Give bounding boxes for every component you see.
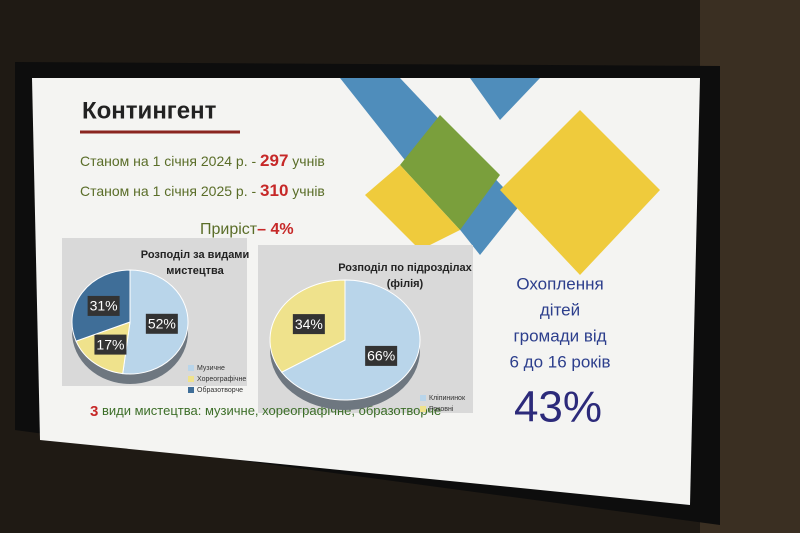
slide-title: Контингент	[82, 97, 217, 124]
coverage-line: громади від	[513, 326, 606, 345]
line-unit: учнів	[292, 153, 325, 169]
value-label: 52%	[148, 315, 176, 331]
legend-swatch	[188, 365, 194, 371]
decor-green	[400, 115, 500, 230]
legend-label: Кліпининок	[429, 394, 466, 402]
line-text: Станом на 1 січня 2025 р. - 310 учнів	[80, 181, 325, 200]
footer-text: види мистецтва: музичне, хореографічне, …	[102, 403, 441, 418]
coverage: Охоплення дітей громади від 6 до 16 років	[509, 274, 610, 371]
line-number: 297	[260, 151, 288, 170]
legend-swatch	[420, 406, 426, 412]
legend-label: Образотворче	[197, 386, 243, 394]
label-box	[292, 314, 325, 335]
label-box	[87, 295, 120, 316]
value-label: 17%	[96, 336, 124, 352]
decor-yellow-2	[365, 165, 460, 250]
line-number: 310	[260, 181, 288, 200]
legend-label: Хореографічне	[197, 375, 246, 383]
legend-swatch	[188, 376, 194, 382]
chart-title: Розподіл за видами	[141, 249, 249, 261]
label-box	[145, 313, 178, 334]
legend-label: Роковні	[429, 405, 454, 413]
label-box	[94, 334, 127, 355]
legend-label: Музичне	[197, 365, 225, 372]
line-label: Станом на 1 січня 2025 р. -	[80, 183, 256, 199]
line-label: Станом на 1 січня 2024 р. -	[80, 153, 256, 169]
chart-title: мистецтва	[166, 265, 224, 277]
chart-title: Розподіл по підрозділах	[338, 262, 472, 274]
legend-swatch	[188, 387, 194, 393]
decor-yellow	[500, 110, 660, 275]
growth: Приріст– 4%	[200, 221, 294, 238]
value-label: 34%	[295, 316, 323, 332]
value-label: 66%	[367, 348, 395, 364]
coverage-value: 43%	[514, 383, 602, 432]
footer-number: 3	[90, 403, 98, 420]
decor-blue-2	[470, 78, 540, 120]
line-text: Станом на 1 січня 2024 р. - 297 учнів	[80, 151, 325, 170]
growth-value: – 4%	[257, 221, 293, 238]
chart-title: (філія)	[387, 278, 424, 290]
legend-swatch	[420, 395, 426, 401]
coverage-line: дітей	[540, 300, 580, 319]
growth-label: Приріст	[200, 221, 258, 238]
label-box	[365, 345, 398, 366]
coverage-line: 6 до 16 років	[509, 352, 610, 371]
coverage-line: Охоплення	[516, 274, 603, 293]
pie-slice	[280, 279, 421, 401]
line-unit: учнів	[292, 183, 325, 199]
footer: 3 види мистецтва: музичне, хореографічне…	[90, 403, 441, 420]
value-label: 31%	[90, 298, 118, 314]
